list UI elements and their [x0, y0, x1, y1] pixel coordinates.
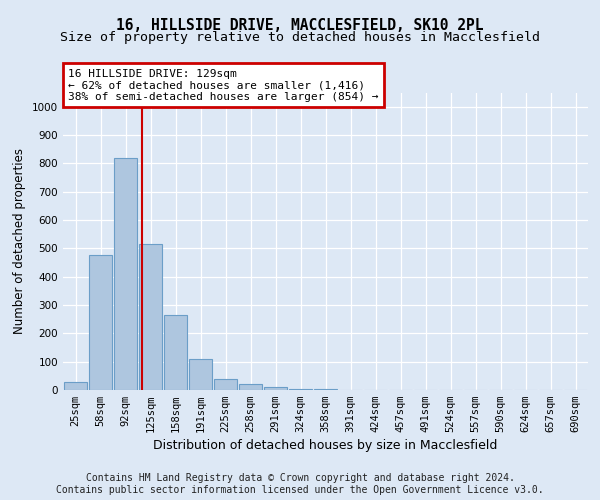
Y-axis label: Number of detached properties: Number of detached properties: [13, 148, 26, 334]
Bar: [189, 359, 212, 390]
Bar: [214, 379, 237, 390]
Bar: [89, 254, 112, 390]
Bar: [164, 315, 187, 390]
Text: Contains HM Land Registry data © Crown copyright and database right 2024.
Contai: Contains HM Land Registry data © Crown c…: [56, 474, 544, 495]
Bar: [139, 244, 162, 390]
Bar: [264, 387, 287, 390]
Bar: [114, 158, 137, 390]
Bar: [289, 388, 312, 390]
Bar: [64, 382, 87, 390]
Text: 16 HILLSIDE DRIVE: 129sqm
← 62% of detached houses are smaller (1,416)
38% of se: 16 HILLSIDE DRIVE: 129sqm ← 62% of detac…: [68, 68, 379, 102]
Bar: [239, 384, 262, 390]
X-axis label: Distribution of detached houses by size in Macclesfield: Distribution of detached houses by size …: [154, 440, 497, 452]
Text: Size of property relative to detached houses in Macclesfield: Size of property relative to detached ho…: [60, 31, 540, 44]
Text: 16, HILLSIDE DRIVE, MACCLESFIELD, SK10 2PL: 16, HILLSIDE DRIVE, MACCLESFIELD, SK10 2…: [116, 18, 484, 32]
